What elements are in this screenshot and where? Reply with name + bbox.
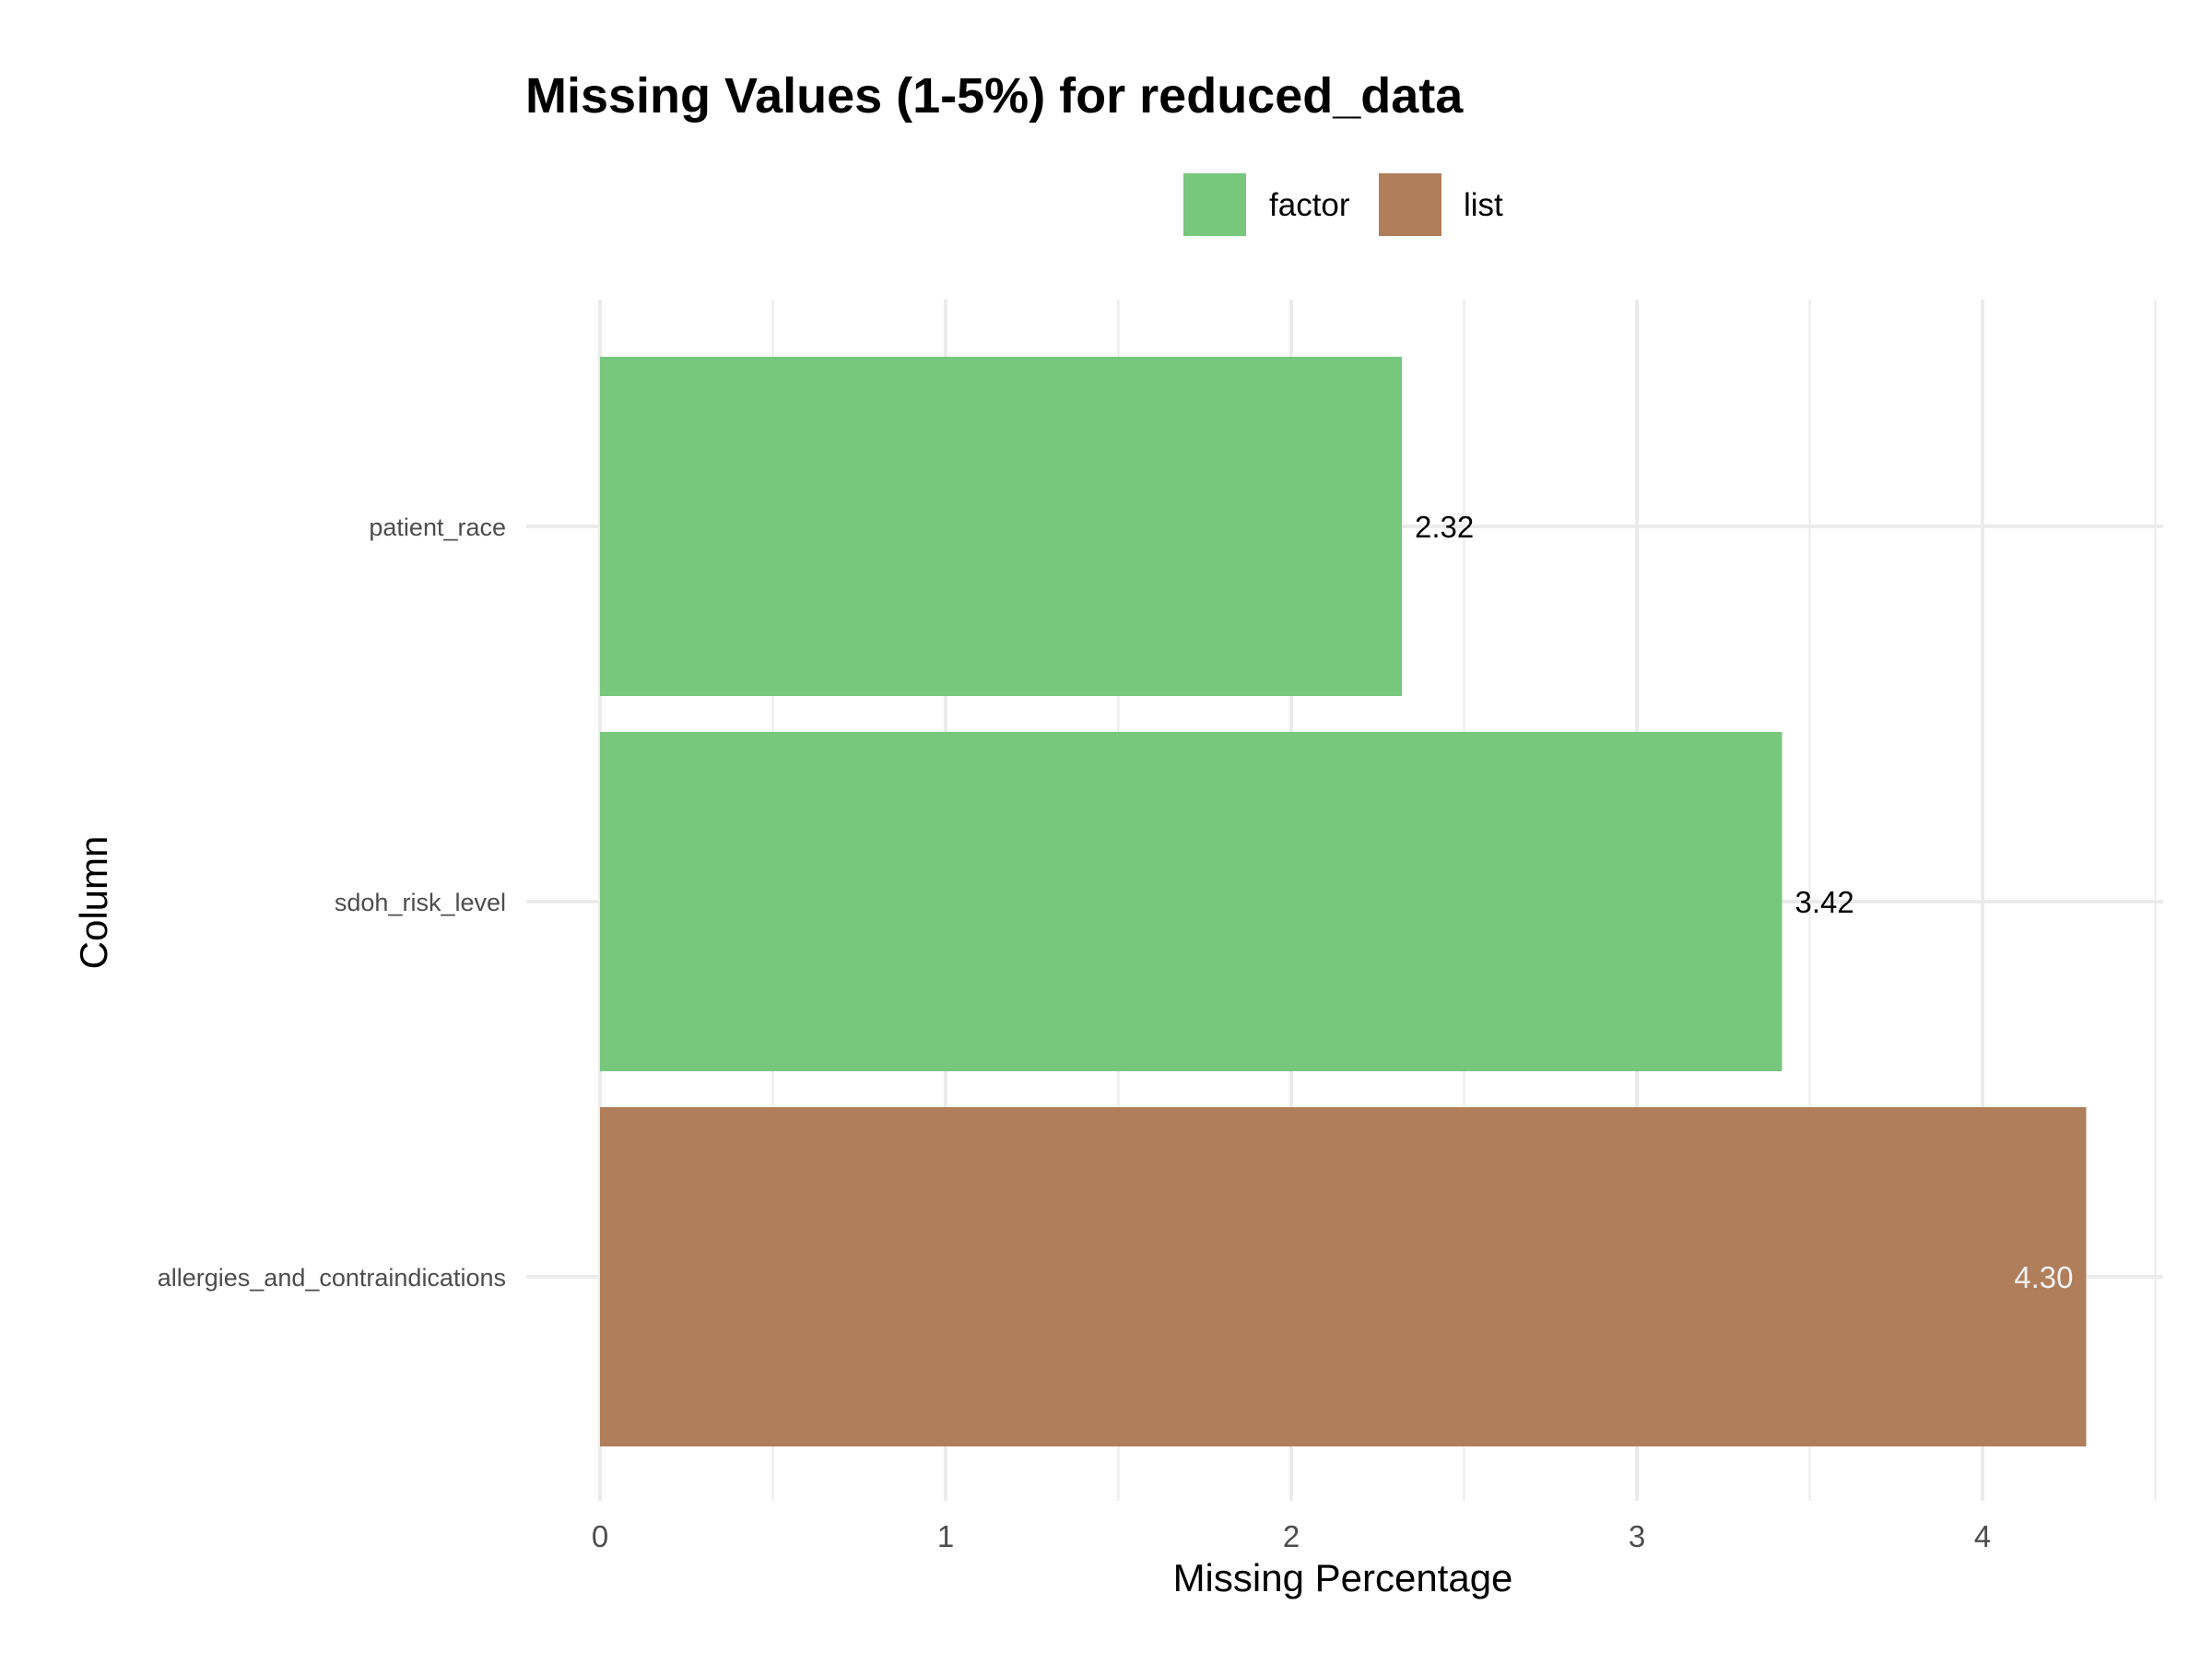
value-label: 4.30 (2014, 1260, 2073, 1294)
bar-allergies-and-contraindications (600, 1107, 2087, 1446)
x-tick-label: 1 (937, 1519, 954, 1553)
legend: factor list (1183, 173, 1503, 236)
axis-layer: patient_race sdoh_risk_level allergies_and… (158, 513, 1991, 1553)
legend-swatch-list (1379, 173, 1441, 236)
chart-title: Missing Values (1-5%) for reduced_data (525, 68, 1464, 124)
legend-swatch-factor (1183, 173, 1246, 236)
value-label: 2.32 (1415, 510, 1474, 544)
legend-label-factor: factor (1269, 187, 1350, 223)
y-tick-label: patient_race (369, 513, 506, 541)
value-labels-layer: 2.32 3.42 4.30 (1415, 510, 2074, 1294)
x-axis-title: Missing Percentage (1173, 1556, 1513, 1599)
bar-sdoh-risk-level (600, 732, 1783, 1071)
x-tick-label: 3 (1629, 1519, 1645, 1553)
x-tick-label: 4 (1974, 1519, 1991, 1553)
y-axis-title: Column (72, 836, 115, 970)
y-tick-label: allergies_and_contraindications (158, 1264, 506, 1292)
bar-patient-race (600, 357, 1402, 696)
value-label: 3.42 (1795, 885, 1854, 919)
x-tick-label: 0 (592, 1519, 608, 1553)
y-tick-label: sdoh_risk_level (335, 889, 506, 916)
bars-layer (600, 357, 2087, 1446)
legend-label-list: list (1464, 187, 1503, 223)
x-tick-label: 2 (1283, 1519, 1300, 1553)
